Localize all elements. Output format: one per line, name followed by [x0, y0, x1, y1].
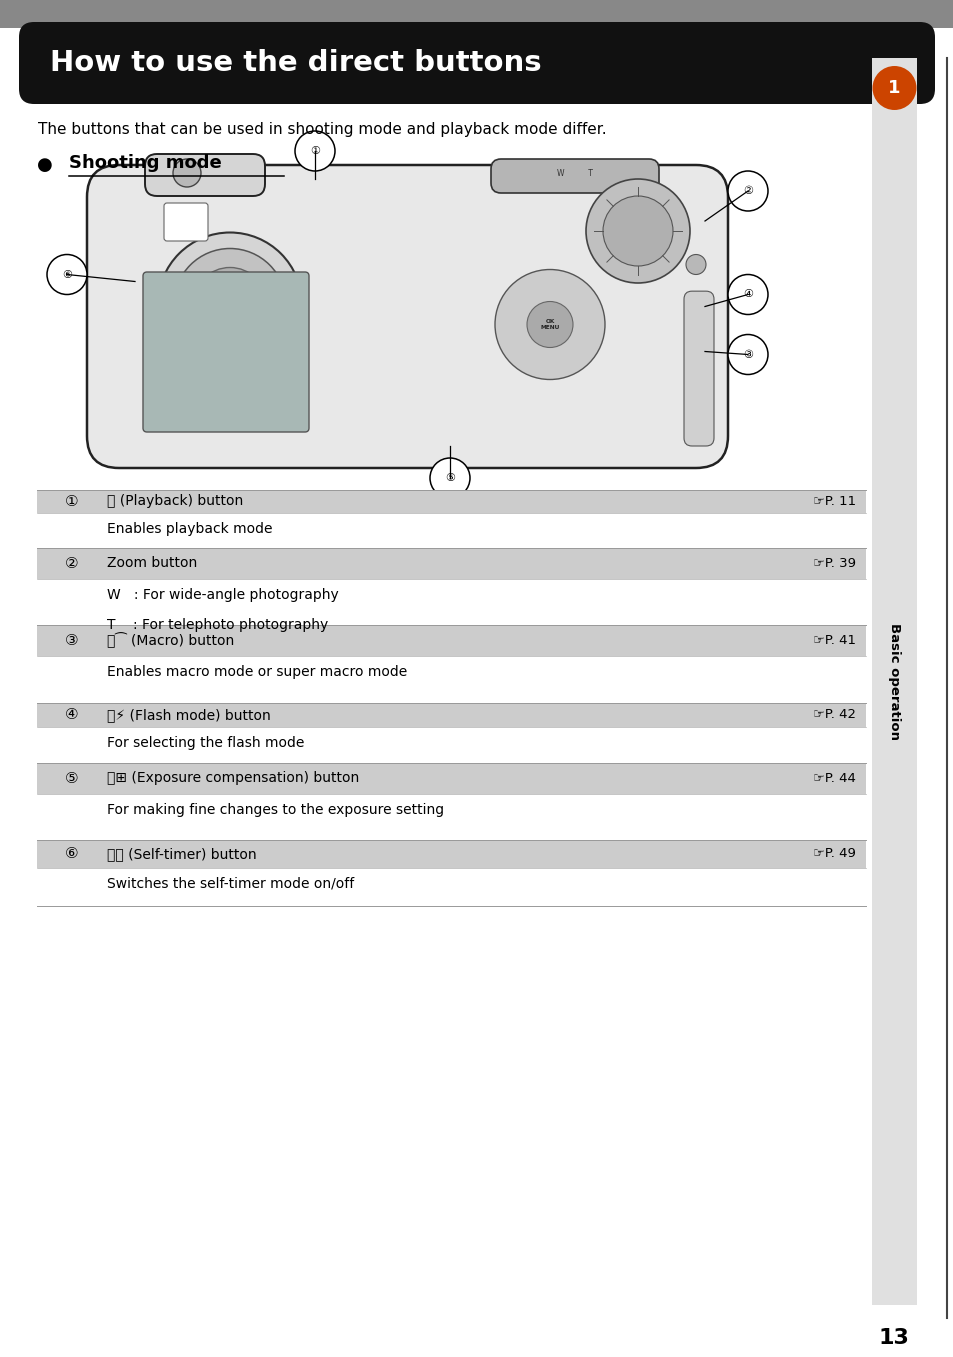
Bar — [37, 626, 865, 655]
Bar — [37, 490, 865, 513]
Text: For making fine changes to the exposure setting: For making fine changes to the exposure … — [107, 802, 444, 817]
Text: ⑤: ⑤ — [65, 771, 79, 786]
Bar — [37, 548, 865, 578]
Text: OK
MENU: OK MENU — [539, 319, 559, 330]
Circle shape — [172, 159, 201, 187]
Circle shape — [430, 459, 470, 498]
Text: ☞P. 42: ☞P. 42 — [812, 708, 855, 722]
Text: W   : For wide-angle photography: W : For wide-angle photography — [107, 588, 338, 601]
Text: ③: ③ — [742, 350, 752, 360]
Circle shape — [47, 255, 87, 294]
Circle shape — [526, 301, 573, 347]
FancyBboxPatch shape — [491, 159, 659, 193]
Text: ⑥: ⑥ — [62, 270, 71, 280]
Circle shape — [602, 195, 672, 266]
Circle shape — [727, 171, 767, 210]
Text: ②: ② — [65, 556, 79, 571]
Text: ⑤: ⑤ — [444, 474, 455, 483]
Text: Basic operation: Basic operation — [887, 623, 900, 740]
FancyBboxPatch shape — [19, 22, 934, 104]
Text: ②: ② — [742, 186, 752, 195]
Circle shape — [727, 274, 767, 315]
Text: The buttons that can be used in shooting mode and playback mode differ.: The buttons that can be used in shooting… — [38, 122, 606, 137]
Bar — [871, 58, 916, 1305]
Circle shape — [158, 232, 302, 376]
Text: ☞P. 11: ☞P. 11 — [812, 495, 855, 508]
Text: ⑥: ⑥ — [65, 847, 79, 862]
Circle shape — [685, 358, 705, 379]
Text: W          T: W T — [557, 170, 593, 178]
Bar — [37, 763, 865, 794]
Text: ⓣ⊞ (Exposure compensation) button: ⓣ⊞ (Exposure compensation) button — [107, 771, 359, 786]
Text: ☞P. 39: ☞P. 39 — [812, 556, 855, 570]
Text: ④: ④ — [65, 707, 79, 722]
Text: ☞P. 49: ☞P. 49 — [812, 847, 855, 860]
Text: ●: ● — [37, 156, 52, 174]
Text: How to use the direct buttons: How to use the direct buttons — [50, 49, 541, 77]
FancyBboxPatch shape — [164, 204, 208, 242]
Text: 13: 13 — [878, 1329, 908, 1348]
Text: Ⓜ⌛ (Self-timer) button: Ⓜ⌛ (Self-timer) button — [107, 847, 256, 860]
Circle shape — [685, 255, 705, 274]
Circle shape — [294, 132, 335, 171]
Text: T    : For telephoto photography: T : For telephoto photography — [107, 617, 328, 631]
Circle shape — [585, 179, 689, 284]
Circle shape — [727, 334, 767, 375]
Circle shape — [193, 267, 267, 342]
Text: Ⓜ⚡ (Flash mode) button: Ⓜ⚡ (Flash mode) button — [107, 708, 271, 722]
Text: Ⓕ⁀ (Macro) button: Ⓕ⁀ (Macro) button — [107, 632, 234, 649]
Text: Switches the self-timer mode on/off: Switches the self-timer mode on/off — [107, 877, 354, 890]
FancyBboxPatch shape — [143, 271, 309, 432]
Text: ☞P. 41: ☞P. 41 — [812, 634, 855, 647]
Text: Enables playback mode: Enables playback mode — [107, 521, 273, 536]
Text: ☞P. 44: ☞P. 44 — [812, 772, 855, 784]
Circle shape — [495, 270, 604, 380]
Text: For selecting the flash mode: For selecting the flash mode — [107, 735, 304, 749]
FancyBboxPatch shape — [683, 292, 713, 446]
Text: ④: ④ — [742, 289, 752, 300]
Text: ①: ① — [310, 147, 319, 156]
Circle shape — [173, 248, 286, 361]
Bar — [37, 840, 865, 867]
Text: 1: 1 — [887, 79, 900, 96]
Text: ③: ③ — [65, 632, 79, 649]
Bar — [37, 703, 865, 726]
Text: Shooting mode: Shooting mode — [69, 153, 221, 172]
Circle shape — [685, 307, 705, 327]
Bar — [0, 0, 953, 28]
Circle shape — [212, 286, 248, 323]
Text: ①: ① — [65, 494, 79, 509]
Text: Zoom button: Zoom button — [107, 556, 197, 570]
Text: ⓣ (Playback) button: ⓣ (Playback) button — [107, 494, 243, 509]
FancyBboxPatch shape — [145, 153, 265, 195]
Text: Enables macro mode or super macro mode: Enables macro mode or super macro mode — [107, 665, 407, 678]
Circle shape — [872, 66, 916, 110]
FancyBboxPatch shape — [87, 166, 727, 468]
